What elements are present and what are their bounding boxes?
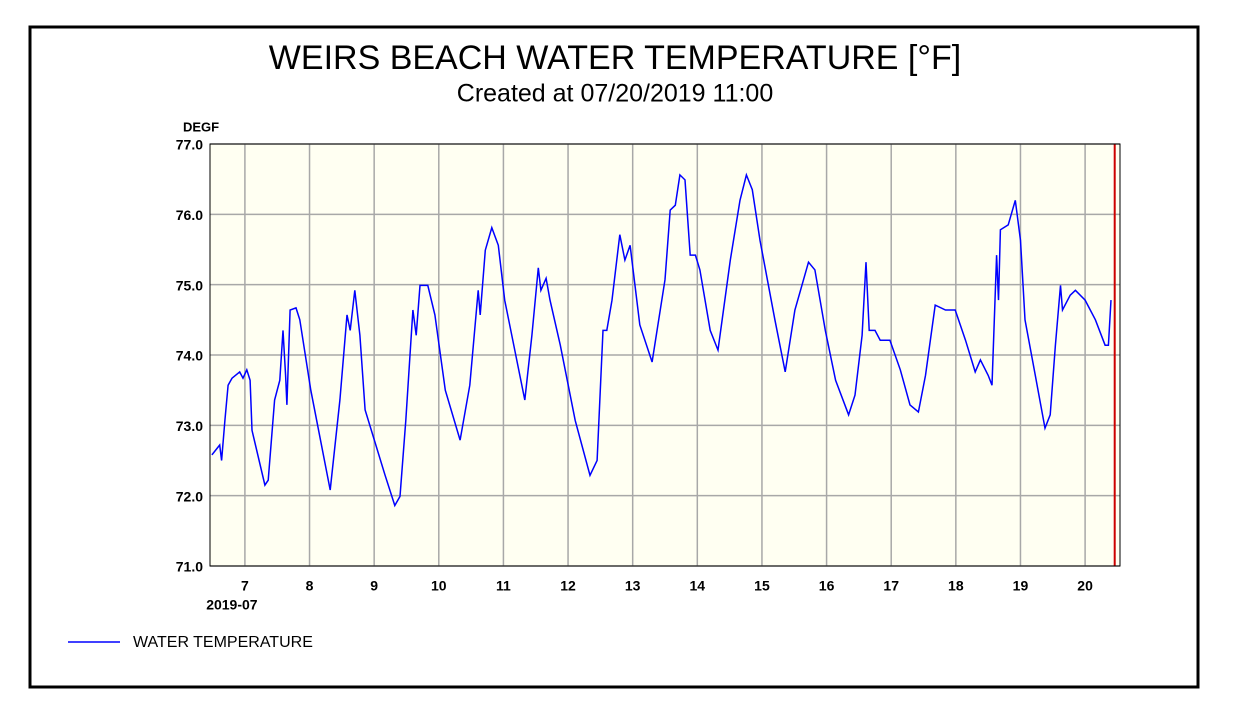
legend-label: WATER TEMPERATURE bbox=[133, 634, 313, 651]
y-tick-label: 75.0 bbox=[176, 277, 203, 293]
data-line bbox=[211, 172, 1112, 508]
y-tick-label: 71.0 bbox=[176, 559, 203, 575]
x-tick-label: 13 bbox=[625, 578, 641, 594]
x-tick-label: 9 bbox=[370, 578, 378, 594]
x-tick-label: 16 bbox=[819, 578, 835, 594]
y-tick-label: 77.0 bbox=[176, 137, 203, 153]
x-tick-label: 18 bbox=[948, 578, 964, 594]
x-tick-label: 12 bbox=[560, 578, 576, 594]
x-tick-label: 19 bbox=[1013, 578, 1029, 594]
x-tick-label: 8 bbox=[306, 578, 314, 594]
chart-title: WEIRS BEACH WATER TEMPERATURE [°F] bbox=[269, 39, 961, 77]
x-tick-label: 7 bbox=[241, 578, 249, 594]
x-tick-label: 17 bbox=[883, 578, 899, 594]
x-tick-label: 10 bbox=[431, 578, 447, 594]
y-tick-label: 73.0 bbox=[176, 418, 203, 434]
y-axis-label: DEGF bbox=[183, 119, 219, 134]
x-tick-label: 20 bbox=[1077, 578, 1093, 594]
y-tick-label: 72.0 bbox=[176, 488, 203, 504]
x-tick-label: 14 bbox=[690, 578, 706, 594]
x-sublabel: 2019-07 bbox=[206, 597, 258, 613]
y-tick-label: 76.0 bbox=[176, 207, 203, 223]
x-tick-label: 11 bbox=[496, 578, 511, 594]
chart-subtitle: Created at 07/20/2019 11:00 bbox=[457, 80, 773, 108]
y-tick-label: 74.0 bbox=[176, 348, 203, 364]
plot-border bbox=[209, 143, 1121, 567]
x-tick-label: 15 bbox=[754, 578, 770, 594]
